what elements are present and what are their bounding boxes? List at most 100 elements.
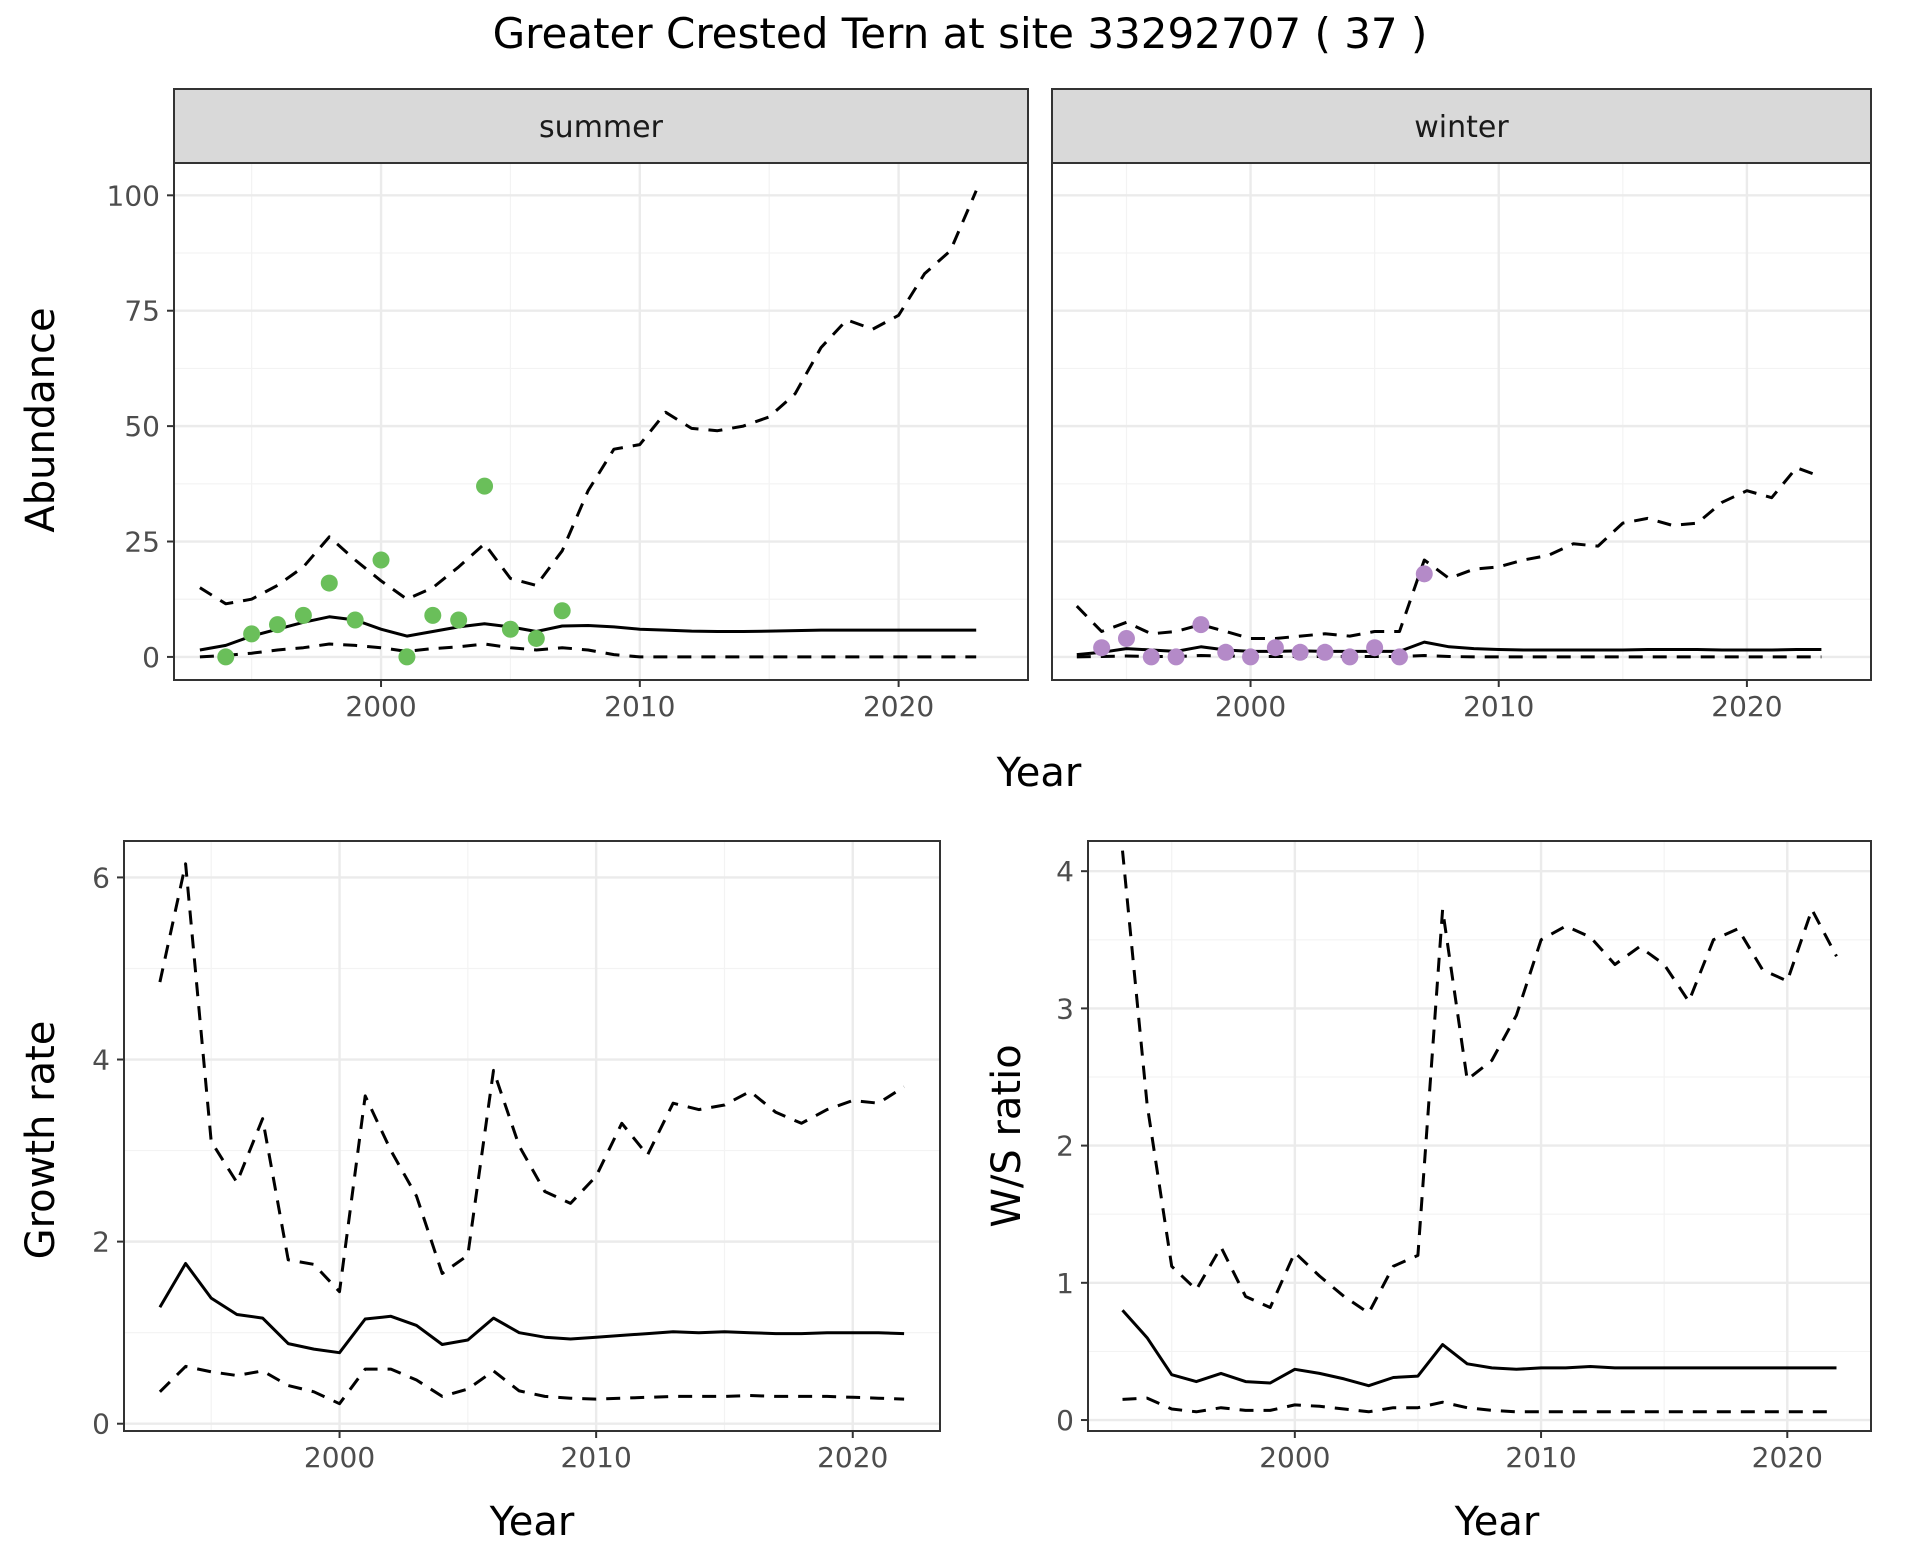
observation-point [1093, 639, 1111, 657]
observation-point [1142, 648, 1160, 666]
summer-strip-label: summer [539, 110, 664, 145]
y-tick-label: 100 [107, 179, 160, 212]
y-tick-label: 4 [1056, 855, 1074, 888]
winter-series [1075, 466, 1822, 666]
winter-x-ticks: 2000 2010 2020 [1215, 680, 1783, 723]
x-tick-label: 2020 [817, 1441, 888, 1474]
upper-line [1121, 850, 1838, 1315]
summer-gridlines [174, 163, 1029, 680]
growth-y-ticks: 0 2 4 6 [92, 861, 124, 1441]
x-tick-label: 2010 [561, 1441, 632, 1474]
upper-line [199, 190, 978, 606]
growth-y-axis-title: Growth rate [18, 1021, 64, 1260]
ratio-y-ticks: 0 1 2 3 4 [1056, 855, 1088, 1437]
observation-point [1242, 648, 1260, 666]
abundance-y-axis-title: Abundance [18, 307, 64, 532]
observation-point [243, 625, 261, 643]
estimate-line [158, 1262, 905, 1355]
winter-panel-border [1051, 162, 1872, 681]
x-tick-label: 2000 [1215, 690, 1286, 723]
observation-point [1366, 639, 1384, 657]
summer-series [199, 190, 978, 666]
observation-point [217, 648, 235, 666]
observation-point [398, 648, 416, 666]
growth-x-axis-title: Year [489, 1499, 575, 1545]
ws-ratio-chart: 2000 2010 2020 0 1 2 3 4 W/S ratio Year [984, 840, 1872, 1545]
observation-point [1415, 565, 1433, 583]
x-tick-label: 2000 [345, 690, 416, 723]
winter-strip [1051, 88, 1872, 164]
growth-gridlines [124, 841, 940, 1431]
growth-series [158, 862, 905, 1406]
estimate-line [199, 615, 977, 652]
y-tick-label: 2 [92, 1226, 110, 1259]
ratio-series [1121, 850, 1838, 1414]
y-tick-label: 3 [1056, 992, 1074, 1025]
observation-point [1266, 639, 1284, 657]
winter-strip-label: winter [1414, 110, 1509, 145]
upper-line [158, 862, 905, 1294]
summer-panel-border [173, 162, 1029, 681]
y-tick-label: 1 [1056, 1267, 1074, 1300]
x-tick-label: 2010 [1463, 690, 1534, 723]
observation-point [1192, 616, 1210, 634]
observation-point [1341, 648, 1359, 666]
observation-point [1291, 643, 1309, 661]
estimate-line [1076, 640, 1822, 657]
summer-strip [173, 88, 1029, 164]
observation-point [1117, 629, 1135, 647]
observation-point [1167, 648, 1185, 666]
ratio-panel-border [1087, 840, 1872, 1432]
y-tick-label: 4 [92, 1044, 110, 1077]
y-tick-label: 0 [142, 641, 160, 674]
ratio-x-axis-title: Year [1454, 1499, 1540, 1545]
ratio-y-axis-title: W/S ratio [984, 1044, 1030, 1227]
growth-panel-border [123, 840, 941, 1432]
ratio-gridlines [1088, 841, 1871, 1431]
abundance-x-axis-title: Year [996, 750, 1082, 796]
y-tick-label: 6 [92, 861, 110, 894]
observation-point [424, 606, 442, 624]
observation-point [346, 611, 364, 629]
y-tick-label: 25 [124, 526, 160, 559]
observation-point [1390, 648, 1408, 666]
observation-point [553, 602, 571, 620]
y-tick-label: 2 [1056, 1130, 1074, 1163]
abundance-chart: summer 2000 2010 2020 0 25 50 75 100 winter 20… [18, 88, 1872, 796]
observation-point [476, 477, 494, 495]
lower-line [1076, 654, 1822, 659]
observation-point [450, 611, 468, 629]
lower-line [158, 1364, 905, 1406]
x-tick-label: 2000 [304, 1441, 375, 1474]
observation-point [527, 629, 545, 647]
y-tick-label: 0 [92, 1408, 110, 1441]
x-tick-label: 2010 [1505, 1441, 1576, 1474]
growth-x-ticks: 2000 2010 2020 [304, 1431, 888, 1474]
observation-point [320, 574, 338, 592]
x-tick-label: 2020 [1752, 1441, 1823, 1474]
lower-line [1122, 1396, 1837, 1414]
upper-line [1075, 466, 1822, 640]
x-tick-label: 2010 [604, 690, 675, 723]
y-tick-label: 0 [1056, 1404, 1074, 1437]
ratio-x-ticks: 2000 2010 2020 [1259, 1431, 1823, 1474]
observation-point [1217, 643, 1235, 661]
y-tick-label: 75 [124, 295, 160, 328]
y-tick-label: 50 [124, 410, 160, 443]
observation-point [501, 620, 519, 638]
observation-point [269, 616, 287, 634]
facet-winter: winter 2000 2010 2020 [1051, 88, 1872, 723]
estimate-line [1121, 1309, 1837, 1388]
x-tick-label: 2000 [1259, 1441, 1330, 1474]
observation-point [294, 606, 312, 624]
growth-rate-chart: 2000 2010 2020 0 2 4 6 Growth rate Year [18, 840, 941, 1545]
abundance-y-ticks: 0 25 50 75 100 [107, 179, 174, 674]
lower-line [199, 642, 977, 659]
x-tick-label: 2020 [863, 690, 934, 723]
x-tick-label: 2020 [1711, 690, 1782, 723]
observation-point [372, 551, 390, 569]
summer-x-ticks: 2000 2010 2020 [345, 680, 934, 723]
observation-point [1316, 643, 1334, 661]
facet-summer: summer 2000 2010 2020 0 25 50 75 100 [107, 88, 1029, 723]
